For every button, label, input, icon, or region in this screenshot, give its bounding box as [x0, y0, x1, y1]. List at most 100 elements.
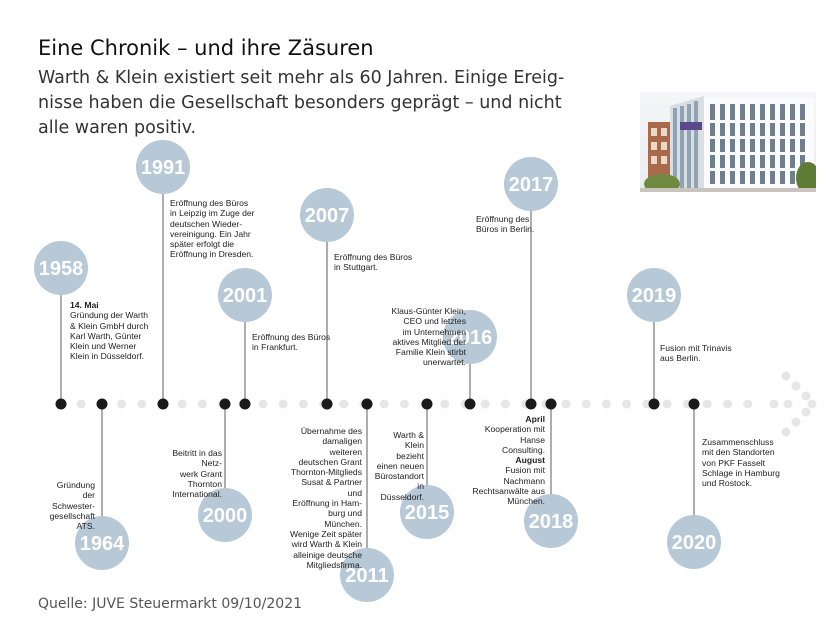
axis-dot — [258, 399, 268, 409]
year-label: 2017 — [509, 174, 554, 196]
axis-dot — [278, 399, 288, 409]
axis-dot — [298, 399, 308, 409]
event-text-line: bezieht — [396, 450, 424, 461]
event-text-line: Eröffnung des Büros — [252, 332, 331, 342]
event-text-line: Klein in Düsseldorf. — [70, 351, 145, 362]
event-description: Eröffnung des Büros in Frankfurt. — [252, 332, 332, 353]
year-bubble — [443, 310, 497, 364]
axis-dot — [440, 399, 450, 409]
event-text-line: Eröffnung des — [476, 214, 530, 224]
event-text-line: deutschen Grant — [298, 456, 362, 467]
event-text-line: Klein und Werner — [70, 341, 137, 352]
year-bubble — [300, 188, 354, 242]
axis-dot — [622, 399, 632, 409]
event-text-line: burg und München. — [324, 508, 362, 529]
year-bubble — [504, 157, 558, 211]
axis-dot — [662, 399, 672, 409]
event-text-line: Schwester- — [52, 500, 95, 511]
arrow-dot — [807, 399, 817, 409]
intro-line: alle waren positiv. — [38, 118, 197, 138]
event-text-line: aus Berlin. — [660, 353, 701, 364]
event-text-line: aktives Mitglied der — [392, 336, 466, 347]
event-text-line: Eröffnung in Ham- — [292, 498, 362, 509]
event-date: August — [515, 455, 545, 466]
axis-dot — [137, 399, 147, 409]
event-description: Fusion mit Trinavis aus Berlin. — [660, 343, 740, 364]
event-date: 14. Mai — [70, 300, 99, 310]
intro-line: nisse haben die Gesellschaft besonders g… — [38, 93, 562, 113]
event-text-line: in Leipzig im Zuge der — [170, 208, 255, 219]
year-bubble — [136, 140, 190, 194]
year-label: 2007 — [305, 205, 350, 227]
source-note: Quelle: JUVE Steuermarkt 09/10/2021 — [38, 596, 303, 612]
arrow-dot — [791, 417, 801, 427]
year-bubble — [218, 268, 272, 322]
year-bubble — [524, 494, 578, 548]
page-title: Eine Chronik – und ihre Zäsuren — [38, 36, 374, 60]
event-description: 14. Mai Gründung der Warth & Klein GmbH du… — [70, 300, 150, 362]
axis-dot — [581, 399, 591, 409]
axis-dot — [702, 399, 712, 409]
axis-dot — [601, 399, 611, 409]
event-text-line: Schlage in Hamburg — [702, 467, 780, 478]
year-label: 2000 — [203, 505, 248, 527]
event-text-line: CEO und letztes — [403, 316, 466, 327]
year-bubble — [34, 241, 88, 295]
arrow-dot — [781, 427, 791, 437]
event-text-line: Eröffnung in Dresden. — [170, 249, 254, 260]
event-dot — [219, 398, 231, 410]
event-text-line: Eröffnung des Büros — [334, 252, 413, 262]
event-text-line: werk Grant Thornton — [179, 468, 222, 489]
axis-dot — [500, 399, 510, 409]
event-description: Klaus-Günter Klein, CEO und letztes im Unt… — [380, 306, 466, 368]
axis-dot — [723, 399, 733, 409]
event-text-line: einen neuen — [376, 460, 424, 471]
event-text-line: International. — [172, 489, 222, 500]
event-description: Gründung der Schwester-gesellschaft ATS. — [45, 480, 95, 531]
event-text-line: Rechtsanwälte aus — [472, 486, 545, 497]
event-text-line: später erfolgt die — [170, 239, 235, 250]
event-text-line: gesellschaft ATS. — [49, 510, 95, 532]
event-text-line: alleinige deutsche — [293, 549, 362, 560]
year-label: 2011 — [345, 565, 388, 587]
event-text-line: Fusion mit Nachmann — [503, 465, 545, 486]
event-dot — [239, 398, 251, 410]
event-text-line: Susat & Partner und — [301, 477, 362, 498]
arrow-dot — [791, 381, 801, 391]
event-description: Warth & Klein bezieht einen neuen Bürostand… — [372, 430, 424, 502]
event-description: Übernahme des damaligen weiteren deutschen… — [290, 426, 362, 570]
event-dot — [545, 398, 557, 410]
event-text-line: Karl Warth, Günter — [70, 330, 142, 341]
axis-dot — [177, 399, 187, 409]
event-description: Eröffnung des Büros in Leipzig im Zuge de… — [170, 198, 260, 260]
arrow-dot — [801, 407, 811, 417]
event-text-line: Fusion mit Trinavis — [660, 343, 732, 353]
event-text-line: Familie Klein stirbt — [395, 347, 466, 358]
event-dot — [421, 398, 433, 410]
year-label: 2018 — [529, 511, 574, 533]
axis-dot — [379, 399, 389, 409]
event-text-line: wird Warth & Klein — [291, 539, 362, 550]
year-bubble — [198, 488, 252, 542]
event-text-line: Eröffnung des Büros — [170, 198, 249, 208]
event-text-line: Übernahme des — [300, 426, 362, 436]
arrow-dot — [801, 391, 811, 401]
year-bubble — [400, 485, 454, 539]
arrow-dot — [781, 371, 791, 381]
arrow-dot — [769, 399, 779, 409]
intro-line: Warth & Klein existiert seit mehr als 60… — [38, 68, 565, 88]
year-bubble — [75, 516, 129, 570]
year-label: 2020 — [672, 532, 717, 554]
event-text-line: Consulting. — [502, 444, 545, 455]
event-dot — [688, 398, 700, 410]
event-text-line: Wenige Zeit später — [290, 528, 362, 539]
event-text-line: damaligen weiteren — [322, 436, 362, 457]
event-text-line: im Unternehmen — [402, 326, 466, 337]
axis-dot — [339, 399, 349, 409]
intro-text: Warth & Klein existiert seit mehr als 60… — [38, 66, 598, 141]
event-text-line: in Stuttgart. — [334, 262, 378, 273]
year-label: 2019 — [632, 285, 677, 307]
event-description: Beitritt in das Netz-werk Grant Thornton… — [150, 448, 222, 499]
event-text-line: Bürostandort — [374, 471, 424, 482]
